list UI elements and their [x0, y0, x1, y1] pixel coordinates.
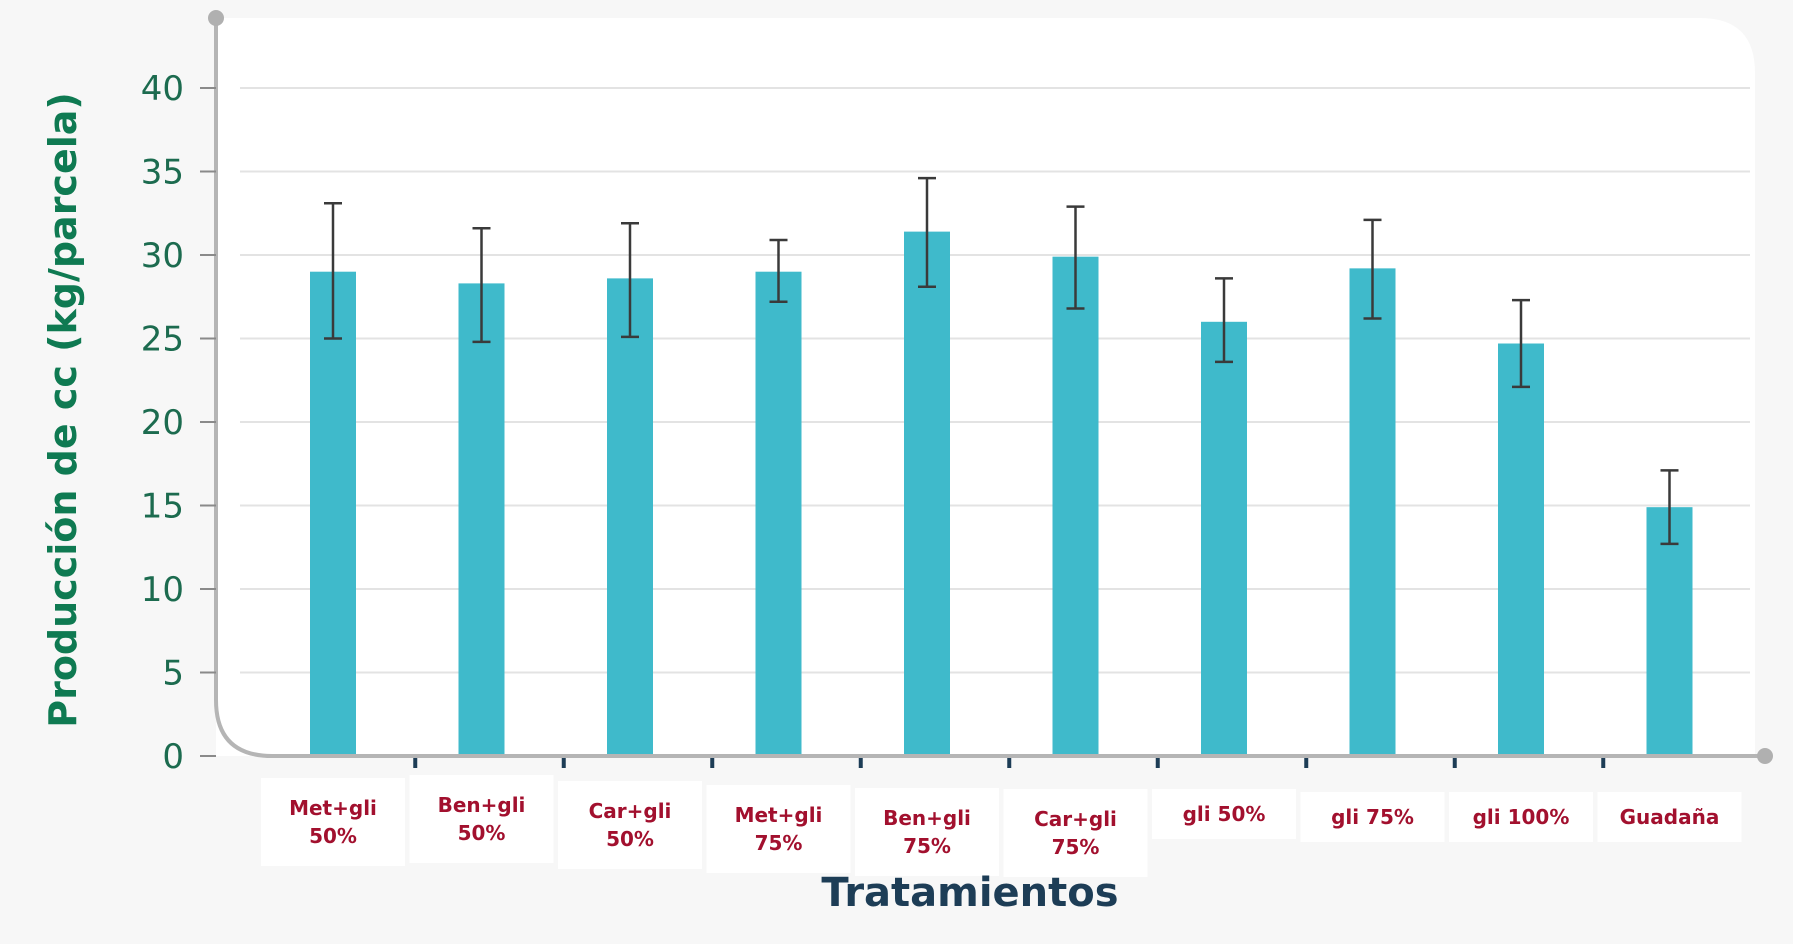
category-label: 75%	[903, 834, 951, 858]
y-tick-label: 35	[141, 153, 184, 193]
bar	[755, 271, 802, 756]
category-label: 50%	[606, 827, 654, 851]
bar	[1646, 507, 1693, 756]
bar	[904, 231, 950, 756]
category-label: Guadaña	[1620, 805, 1720, 829]
category-label-box	[261, 778, 405, 866]
category-label-box	[1300, 792, 1445, 842]
y-tick-label: 10	[141, 570, 184, 610]
category-label: Ben+gli	[883, 806, 971, 830]
bar	[1498, 343, 1544, 756]
category-label: 75%	[755, 831, 803, 855]
category-label-box	[409, 775, 554, 863]
x-axis-end-dot	[1757, 748, 1773, 764]
category-label: Met+gli	[735, 803, 823, 827]
category-label: Ben+gli	[438, 793, 526, 817]
category-label: gli 100%	[1473, 805, 1570, 829]
axes-frame	[214, 18, 1765, 758]
category-label: Met+gli	[289, 796, 377, 820]
category-label-box	[855, 788, 999, 876]
y-tick-label: 20	[141, 403, 184, 443]
y-tick-label: 0	[162, 737, 184, 777]
y-axis-end-dot	[208, 10, 224, 26]
category-label: 50%	[309, 824, 357, 848]
y-axis-title: Producción de cc (kg/parcela)	[41, 92, 85, 728]
y-tick-label: 25	[141, 320, 184, 360]
x-axis-title: Tratamientos	[821, 870, 1118, 916]
bar	[1349, 268, 1396, 756]
bar	[1052, 256, 1099, 756]
bar	[607, 278, 653, 756]
category-label: gli 50%	[1183, 802, 1266, 826]
bar	[310, 271, 356, 756]
category-label: 75%	[1052, 835, 1100, 859]
category-label-box	[1003, 789, 1148, 877]
y-tick-label: 15	[141, 487, 184, 527]
category-label-box	[1152, 789, 1296, 839]
y-tick-label: 30	[141, 236, 184, 276]
y-tick-label: 40	[141, 69, 184, 109]
bar	[458, 283, 505, 756]
category-label: gli 75%	[1331, 805, 1414, 829]
y-tick-label: 5	[162, 654, 184, 694]
category-label: 50%	[458, 821, 506, 845]
category-label-box	[1449, 792, 1593, 842]
bar	[1201, 321, 1247, 756]
category-label-box	[1597, 792, 1742, 842]
category-label-box	[558, 781, 702, 869]
category-label-box	[706, 785, 851, 873]
category-label: Car+gli	[589, 799, 672, 823]
category-label: Car+gli	[1034, 807, 1117, 831]
